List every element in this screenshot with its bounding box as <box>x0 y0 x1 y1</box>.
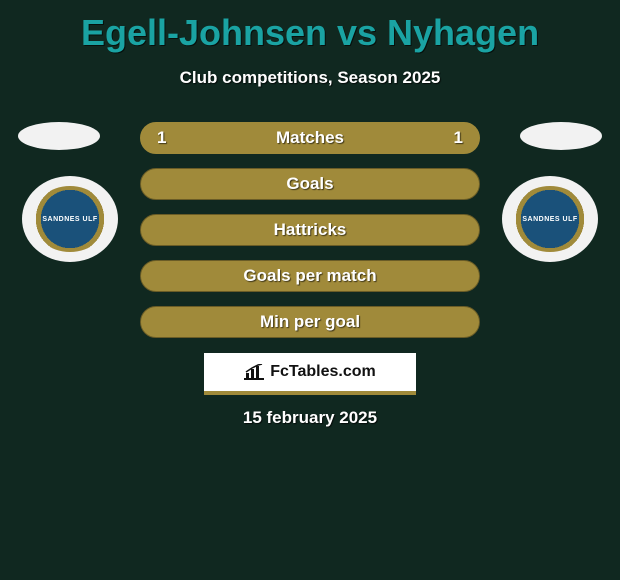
date-text: 15 february 2025 <box>0 408 620 428</box>
stat-label: Goals per match <box>243 266 376 286</box>
stat-row-min-per-goal: Min per goal <box>140 306 480 338</box>
stat-value-left: 1 <box>157 128 166 148</box>
stat-row-hattricks: Hattricks <box>140 214 480 246</box>
stat-label: Hattricks <box>274 220 347 240</box>
stat-label: Matches <box>276 128 344 148</box>
club-crest-right: SANDNES ULF <box>502 176 598 262</box>
chart-icon <box>244 364 264 380</box>
stats-container: 1 Matches 1 Goals Hattricks Goals per ma… <box>140 122 480 352</box>
subtitle: Club competitions, Season 2025 <box>0 68 620 88</box>
crest-label-right: SANDNES ULF <box>522 216 577 223</box>
stat-label: Min per goal <box>260 312 360 332</box>
brand-text: FcTables.com <box>270 363 376 381</box>
page-title: Egell-Johnsen vs Nyhagen <box>0 0 620 54</box>
crest-label-left: SANDNES ULF <box>42 216 97 223</box>
player-avatar-left <box>18 122 100 150</box>
stat-row-matches: 1 Matches 1 <box>140 122 480 154</box>
player-avatar-right <box>520 122 602 150</box>
club-crest-left: SANDNES ULF <box>22 176 118 262</box>
stat-row-goals-per-match: Goals per match <box>140 260 480 292</box>
stat-label: Goals <box>286 174 333 194</box>
brand-box: FcTables.com <box>204 353 416 395</box>
stat-value-right: 1 <box>454 128 463 148</box>
stat-row-goals: Goals <box>140 168 480 200</box>
